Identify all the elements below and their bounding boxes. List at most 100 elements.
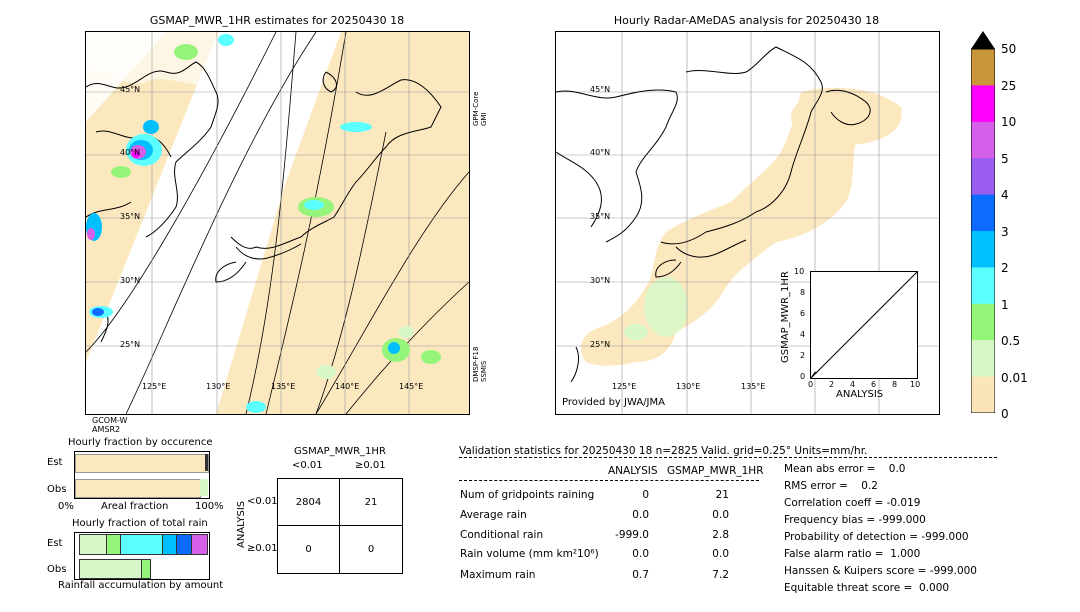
contingency-title: GSMAP_MWR_1HR	[294, 446, 386, 457]
amount-est-seg-10	[192, 535, 208, 554]
lon-label-140: 140°E	[335, 382, 360, 391]
satellite-label-top: GPM-Core GMI	[472, 91, 488, 126]
inset-xtick-2: 2	[829, 380, 835, 389]
validation-divider	[459, 457, 997, 458]
left-map-title: GSMAP_MWR_1HR estimates for 20250430 18	[149, 14, 405, 27]
right-lat-label-40: 40°N	[590, 148, 611, 157]
validation-header: Validation statistics for 20250430 18 n=…	[459, 445, 996, 457]
validation-row-label: Conditional rain	[460, 529, 544, 541]
colorbar-swatch	[971, 121, 995, 159]
colorbar	[970, 31, 996, 414]
colorbar-label-0-5: 0.5	[1001, 334, 1021, 348]
score-mean-abs-error: Mean abs error = 0.0	[784, 463, 906, 475]
occurrence-title: Hourly fraction by occurence	[68, 437, 213, 448]
validation-row-analysis: -999.0	[615, 529, 649, 541]
contingency-row-2: ≥0.01	[247, 543, 278, 554]
amount-est-seg-0-5	[80, 535, 107, 554]
amount-obs-seg-0-5	[142, 560, 150, 578]
colorbar-label-25: 25	[1001, 79, 1017, 93]
inset-xlabel: ANALYSIS	[836, 389, 884, 400]
validation-row-label: Average rain	[460, 509, 527, 521]
right-map-title: Hourly Radar-AMeDAS analysis for 2025043…	[613, 14, 880, 27]
occurrence-obs-label: Obs	[47, 484, 67, 495]
amount-title: Hourly fraction of total rain	[72, 518, 208, 529]
validation-row-analysis: 0.7	[632, 569, 649, 581]
amount-chart	[74, 532, 210, 580]
score-correlation: Correlation coeff = -0.019	[784, 497, 921, 509]
colorbar-label-0: 0	[1001, 407, 1009, 421]
validation-row-label: Rain volume (mm km²10⁶)	[460, 548, 599, 560]
lat-label-35: 35°N	[120, 212, 141, 221]
amount-est-seg-3	[162, 535, 178, 554]
amount-est-seg-2	[121, 535, 163, 554]
satellite-label-right: DMSP-F18 SSMIS	[472, 346, 488, 382]
colorbar-swatch	[971, 340, 995, 378]
inset-ytick-6: 6	[800, 309, 806, 318]
right-lat-label-45: 45°N	[590, 85, 611, 94]
validation-table-divider	[459, 480, 759, 481]
colorbar-label-3: 3	[1001, 225, 1009, 239]
contingency-hline	[278, 525, 402, 526]
validation-row-gsmap: 2.8	[712, 529, 729, 541]
right-lat-label-25: 25°N	[590, 340, 611, 349]
colorbar-swatch	[971, 49, 995, 86]
inset-xtick-8: 8	[892, 380, 898, 389]
lat-label-25: 25°N	[120, 340, 141, 349]
lon-label-130: 130°E	[206, 382, 231, 391]
colorbar-label-50: 50	[1001, 42, 1017, 56]
inset-ytick-2: 2	[800, 351, 806, 360]
contingency-col-1: <0.01	[292, 460, 323, 471]
occurrence-axis-center: Areal fraction	[101, 501, 169, 512]
colorbar-label-5: 5	[1001, 152, 1009, 166]
right-lat-label-30: 30°N	[590, 276, 611, 285]
colorbar-canvas	[970, 31, 996, 414]
inset-xtick-10: 10	[910, 380, 921, 389]
validation-row-gsmap: 7.2	[712, 569, 729, 581]
right-lon-label-135: 135°E	[741, 382, 766, 391]
colorbar-swatch	[971, 231, 995, 268]
occurrence-est-bar	[75, 454, 209, 473]
amount-obs-label: Obs	[47, 564, 67, 575]
occurrence-axis-right: 100%	[195, 501, 224, 512]
occurrence-est-label: Est	[47, 457, 63, 468]
lat-label-45: 45°N	[120, 85, 141, 94]
inset-ytick-8: 8	[800, 288, 806, 297]
inset-ylabel: GSMAP_MWR_1HR	[780, 271, 791, 363]
colorbar-label-1: 1	[1001, 298, 1009, 312]
validation-row-analysis: 0.0	[632, 548, 649, 560]
right-lon-label-125: 125°E	[612, 382, 637, 391]
validation-row-gsmap: 21	[715, 489, 729, 501]
colorbar-swatch	[971, 303, 995, 341]
validation-row-label: Maximum rain	[460, 569, 536, 581]
satellite-label-bottom: GCOM-W AMSR2	[92, 416, 128, 434]
colorbar-swatch	[971, 267, 995, 305]
validation-col-gsmap: GSMAP_MWR_1HR	[667, 465, 764, 477]
amount-obs-seg-0-01	[80, 560, 143, 578]
validation-row-analysis: 0.0	[632, 509, 649, 521]
right-map: 45°N 40°N 35°N 30°N 25°N 125°E 130°E 135…	[555, 31, 940, 415]
colorbar-swatch	[971, 194, 995, 232]
score-hanssen-kuipers: Hanssen & Kuipers score = -999.000	[784, 565, 977, 577]
colorbar-label-4: 4	[1001, 188, 1009, 202]
validation-header-text: Validation statistics for 20250430 18 n=…	[459, 445, 868, 457]
right-lon-label-130: 130°E	[676, 382, 701, 391]
contingency-cell-hits-none: 2804	[295, 497, 322, 508]
inset-xtick-4: 4	[850, 380, 856, 389]
lon-label-145: 145°E	[399, 382, 424, 391]
validation-row-gsmap: 0.0	[712, 509, 729, 521]
occurrence-axis-left: 0%	[58, 501, 74, 512]
contingency-row-1: <0.01	[247, 496, 278, 507]
left-map: 45°N 40°N 35°N 30°N 25°N 125°E 130°E 135…	[85, 31, 470, 415]
amount-est-seg-1	[106, 535, 122, 554]
contingency-vline	[339, 479, 340, 573]
contingency-cell-hit: 0	[367, 544, 375, 555]
lat-label-30: 30°N	[120, 276, 141, 285]
validation-col-analysis: ANALYSIS	[608, 465, 658, 477]
score-equitable-threat: Equitable threat score = 0.000	[784, 582, 950, 594]
amount-est-seg-4	[177, 535, 193, 554]
validation-row-analysis: 0	[642, 489, 649, 501]
lon-label-125: 125°E	[142, 382, 167, 391]
left-map-canvas	[86, 32, 469, 414]
amount-footer: Rainfall accumulation by amount	[58, 580, 224, 591]
contingency-cell-miss: 0	[305, 544, 312, 555]
